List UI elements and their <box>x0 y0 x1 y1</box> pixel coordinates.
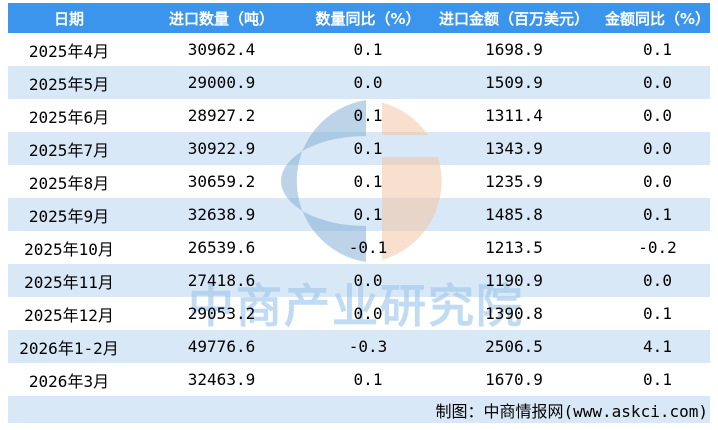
cell-qty-yoy: -0.3 <box>348 337 388 356</box>
cell-qty-yoy: 0.0 <box>353 73 383 92</box>
cell-amount-yoy: 0.1 <box>643 40 672 59</box>
cell-amount: 1670.9 <box>485 370 543 389</box>
table-row: 2026年1-2月 49776.6 -0.3 2506.5 4.1 <box>8 330 710 363</box>
footer-bar: 制图：中商情报网(www.askci.com) <box>8 396 710 423</box>
table-row: 2025年6月 28927.2 0.1 1311.4 0.0 <box>8 99 710 132</box>
cell-amount: 1190.9 <box>485 271 543 290</box>
cell-quantity: 30659.2 <box>187 172 256 191</box>
table-row: 2025年5月 29000.9 0.0 1509.9 0.0 <box>8 66 710 99</box>
cell-quantity: 32463.9 <box>187 370 256 389</box>
cell-amount-yoy: 0.0 <box>643 139 672 158</box>
cell-quantity: 28927.2 <box>187 106 256 125</box>
column-header-date: 日期 <box>53 9 84 28</box>
cell-date: 2025年6月 <box>28 107 110 127</box>
table-row: 2025年8月 30659.2 0.1 1235.9 0.0 <box>8 165 710 198</box>
cell-date: 2025年12月 <box>24 305 114 325</box>
cell-date: 2025年9月 <box>28 206 110 226</box>
cell-amount-yoy: 4.1 <box>643 337 672 356</box>
column-header-amount: 进口金额（百万美元） <box>438 9 589 28</box>
cell-amount-yoy: 0.1 <box>643 205 672 224</box>
cell-quantity: 32638.9 <box>187 205 256 224</box>
table-row: 2025年11月 27418.6 0.0 1190.9 0.0 <box>8 264 710 297</box>
cell-amount-yoy: 0.0 <box>643 106 672 125</box>
cell-quantity: 30962.4 <box>187 40 256 59</box>
cell-date: 2025年4月 <box>28 41 110 61</box>
cell-amount-yoy: 0.0 <box>643 73 672 92</box>
cell-quantity: 29000.9 <box>187 73 256 92</box>
cell-amount: 1343.9 <box>485 139 543 158</box>
column-header-qty-yoy: 数量同比（%） <box>315 9 421 28</box>
cell-amount: 1390.8 <box>485 304 543 323</box>
table-row: 2025年9月 32638.9 0.1 1485.8 0.1 <box>8 198 710 231</box>
cell-qty-yoy: 0.0 <box>353 304 383 323</box>
cell-quantity: 49776.6 <box>187 337 256 356</box>
table-header-row: 日期 进口数量（吨） 数量同比（%） 进口金额（百万美元） 金额同比（%） <box>8 3 710 33</box>
cell-amount-yoy: 0.0 <box>643 172 672 191</box>
cell-amount: 1235.9 <box>485 172 543 191</box>
cell-qty-yoy: 0.1 <box>353 106 383 125</box>
cell-amount: 1485.8 <box>485 205 543 224</box>
cell-qty-yoy: -0.1 <box>348 238 388 257</box>
table-row: 2025年10月 26539.6 -0.1 1213.5 -0.2 <box>8 231 710 264</box>
cell-amount: 1698.9 <box>485 40 543 59</box>
cell-amount-yoy: 0.1 <box>643 304 672 323</box>
table-row: 2025年4月 30962.4 0.1 1698.9 0.1 <box>8 33 710 66</box>
cell-amount: 1311.4 <box>485 106 543 125</box>
cell-quantity: 27418.6 <box>187 271 256 290</box>
cell-date: 2025年8月 <box>28 173 110 193</box>
cell-qty-yoy: 0.1 <box>353 205 383 224</box>
cell-qty-yoy: 0.1 <box>353 370 383 389</box>
credit-text: 制图：中商情报网(www.askci.com) <box>435 401 709 421</box>
cell-quantity: 29053.2 <box>187 304 256 323</box>
table-row: 2025年7月 30922.9 0.1 1343.9 0.0 <box>8 132 710 165</box>
cell-qty-yoy: 0.1 <box>353 172 383 191</box>
cell-amount-yoy: 0.0 <box>643 271 672 290</box>
cell-quantity: 30922.9 <box>187 139 256 158</box>
cell-date: 2025年10月 <box>24 239 114 259</box>
table-body: 2025年4月 30962.4 0.1 1698.9 0.1 2025年5月 2… <box>8 33 710 396</box>
cell-date: 2025年11月 <box>24 272 114 292</box>
cell-date: 2025年5月 <box>28 74 110 94</box>
data-table: 日期 进口数量（吨） 数量同比（%） 进口金额（百万美元） 金额同比（%） 20… <box>8 3 710 396</box>
column-header-amount-yoy: 金额同比（%） <box>605 9 711 28</box>
cell-quantity: 26539.6 <box>187 238 256 257</box>
cell-amount: 1213.5 <box>485 238 543 257</box>
cell-amount-yoy: 0.1 <box>643 370 672 389</box>
cell-qty-yoy: 0.1 <box>353 40 383 59</box>
cell-qty-yoy: 0.1 <box>353 139 383 158</box>
cell-date: 2025年7月 <box>28 140 110 160</box>
column-header-quantity: 进口数量（吨） <box>168 9 274 28</box>
cell-amount: 1509.9 <box>485 73 543 92</box>
cell-qty-yoy: 0.0 <box>353 271 383 290</box>
cell-amount: 2506.5 <box>485 337 543 356</box>
table-row: 2025年12月 29053.2 0.0 1390.8 0.1 <box>8 297 710 330</box>
cell-amount-yoy: -0.2 <box>638 238 677 257</box>
cell-date: 2026年1-2月 <box>19 338 119 358</box>
cell-date: 2026年3月 <box>28 371 110 391</box>
table-row: 2026年3月 32463.9 0.1 1670.9 0.1 <box>8 363 710 396</box>
